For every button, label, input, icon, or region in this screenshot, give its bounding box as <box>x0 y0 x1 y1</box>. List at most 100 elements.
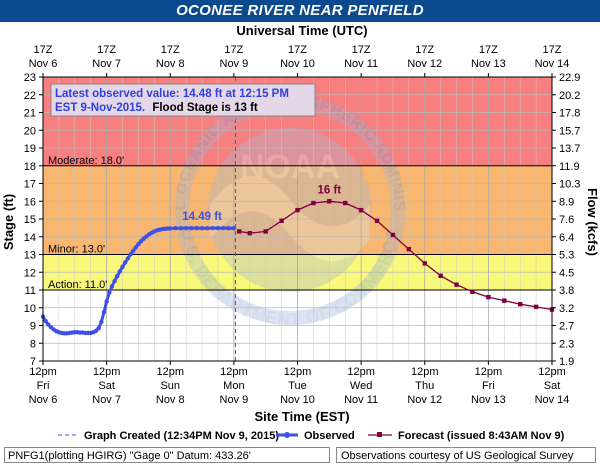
legend-observed-label: Observed <box>304 430 355 442</box>
observed-point <box>168 226 173 231</box>
y2-tick-label: 20.2 <box>559 90 580 102</box>
chart-title: OCONEE RIVER NEAR PENFIELD <box>0 0 600 22</box>
x-top-tick-time: 17Z <box>543 44 562 56</box>
observed-point <box>96 325 101 331</box>
forecast-points <box>236 199 555 312</box>
info-box: Latest observed value: 14.48 ft at 12:15… <box>50 83 316 117</box>
y2-tick-label: 3.8 <box>559 285 574 297</box>
y-axis-title: Stage (ft) <box>1 194 16 250</box>
y-axis-left: 7 8 9 10 11 12 13 14 15 16 17 18 19 20 21 22 23 <box>24 72 43 368</box>
observed-point <box>115 273 120 279</box>
x-bottom-tick-time: 12pm <box>347 366 375 378</box>
x-bottom-tick-date: Nov 7 <box>92 394 121 406</box>
forecast-point <box>486 294 491 300</box>
y2-tick-label: 10.3 <box>559 179 580 191</box>
observed-point <box>125 256 131 261</box>
x-top-tick-time: 17Z <box>415 44 434 56</box>
forecast-point <box>517 302 523 307</box>
y-tick-label: 7 <box>30 356 36 368</box>
observed-point <box>130 248 136 254</box>
x-axis-top: 17Z Nov 6 17Z Nov 7 17Z Nov 8 17Z Nov 9 17Z Nov 1… <box>29 44 569 77</box>
utc-axis-label: Universal Time (UTC) <box>236 23 367 38</box>
forecast-point <box>422 261 427 266</box>
observed-point <box>109 284 115 289</box>
forecast-point <box>327 199 332 204</box>
x-top-tick-date: Nov 8 <box>156 58 185 70</box>
x-bottom-tick-time: 12pm <box>156 366 184 378</box>
x-bottom-tick-time: 12pm <box>475 366 503 378</box>
forecast-point <box>502 298 507 303</box>
x-bottom-tick-date: Nov 8 <box>156 394 185 406</box>
legend-observed-marker <box>284 432 290 438</box>
forecast-point <box>311 200 316 206</box>
observed-point <box>99 319 104 325</box>
x-bottom-tick-date: Nov 11 <box>344 394 378 406</box>
legend-forecast-marker <box>377 432 382 437</box>
y2-tick-label: 5.3 <box>559 250 574 262</box>
x-bottom-tick-date: Nov 9 <box>220 394 249 406</box>
observed-point <box>122 260 128 265</box>
y-tick-label: 14 <box>24 232 36 244</box>
y-tick-label: 15 <box>24 214 36 226</box>
x-axis-bottom: 12pm Fri Nov 6 12pm Sat Nov 7 12pm Sun Nov 8 12pm… <box>29 361 570 406</box>
legend-forecast-label: Forecast (issued 8:43AM Nov 9) <box>398 430 565 442</box>
x-top-tick-time: 17Z <box>97 44 116 56</box>
y-tick-label: 23 <box>24 72 36 84</box>
x-bottom-tick-day: Mon <box>223 380 244 392</box>
forecast-point <box>454 282 459 287</box>
y-tick-label: 21 <box>24 108 36 120</box>
observed-point <box>133 245 138 250</box>
x-bottom-tick-date: Nov 12 <box>407 394 442 406</box>
y-tick-label: 18 <box>24 161 36 173</box>
forecast-point <box>390 232 396 238</box>
x-top-tick-time: 17Z <box>224 44 243 56</box>
forecast-point <box>533 304 539 310</box>
forecast-point <box>236 229 242 234</box>
observed-point <box>189 225 194 231</box>
footer-datum: PNFG1(plotting HGIRG) "Gage 0" Datum: 43… <box>4 447 330 463</box>
x-bottom-tick-day: Tue <box>288 380 307 392</box>
y2-tick-label: 3.2 <box>559 303 574 315</box>
forecast-point <box>263 229 268 234</box>
y2-tick-label: 8.9 <box>559 196 574 208</box>
y-tick-label: 13 <box>24 250 36 262</box>
x-bottom-tick-time: 12pm <box>284 366 312 378</box>
x-bottom-tick-day: Sat <box>98 380 115 392</box>
y-tick-label: 20 <box>24 125 36 137</box>
forecast-point <box>470 289 475 294</box>
observed-point <box>112 278 117 284</box>
x-bottom-tick-time: 12pm <box>93 366 121 378</box>
observed-point <box>199 226 205 231</box>
forecast-point <box>438 273 443 278</box>
x-bottom-tick-date: Nov 14 <box>535 394 570 406</box>
observed-points <box>40 225 237 336</box>
y2-tick-label: 1.9 <box>559 356 574 368</box>
y2-tick-label: 15.7 <box>559 125 580 137</box>
y2-tick-label: 4.5 <box>559 267 574 279</box>
category-label: Minor: 13.0' <box>48 244 105 256</box>
y-tick-label: 10 <box>24 303 36 315</box>
y2-tick-label: 2.3 <box>559 338 574 350</box>
observed-point <box>205 226 210 231</box>
x-bottom-tick-day: Sun <box>160 380 180 392</box>
y2-tick-label: 17.8 <box>559 108 580 120</box>
x-top-tick-time: 17Z <box>479 44 498 56</box>
noaa-logo-text: NOAA <box>240 148 340 186</box>
x-bottom-tick-day: Thu <box>415 380 434 392</box>
noaa-logo-disc <box>208 128 372 292</box>
y-tick-label: 11 <box>25 285 36 297</box>
site-time-axis-label: Site Time (EST) <box>254 409 349 424</box>
forecast-point <box>343 200 348 206</box>
observed-point <box>93 328 99 334</box>
legend: Graph Created (12:34PM Nov 9, 2015) Obse… <box>58 430 565 442</box>
x-top-tick-time: 17Z <box>161 44 180 56</box>
x-top-tick-date: Nov 9 <box>220 58 249 70</box>
observed-point <box>138 238 144 244</box>
x-top-tick-time: 17Z <box>352 44 371 56</box>
observed-point <box>178 226 184 231</box>
peak-label: 14.49 ft <box>182 211 222 223</box>
peak-label: 16 ft <box>317 184 341 196</box>
y2-axis-title: Flow (kcfs) <box>585 188 600 256</box>
y-tick-label: 17 <box>24 179 36 191</box>
